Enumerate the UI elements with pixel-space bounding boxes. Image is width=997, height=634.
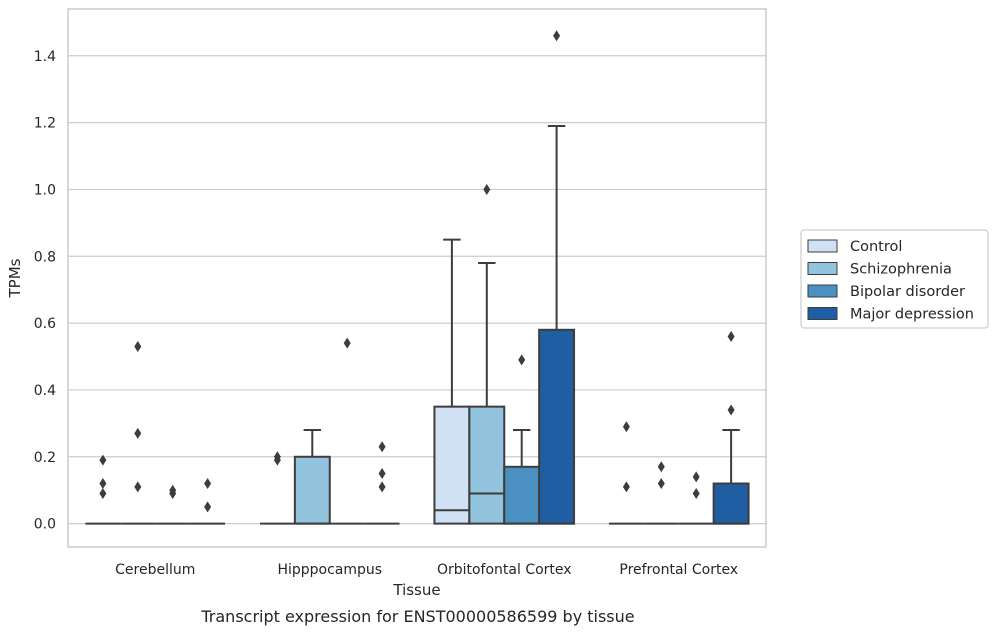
plot-boxes [85,30,750,525]
legend-entry: Major depression [850,307,974,323]
box-body [468,405,506,525]
box-2-2 [503,354,541,525]
legend-entry: Control [850,239,902,255]
outlier-point [727,330,735,342]
outlier-point [727,404,735,416]
box-body [712,482,750,525]
plot-frame [67,8,767,548]
outlier-point [204,501,212,513]
box-body [503,465,541,525]
y-tick-label: 0.0 [34,517,56,533]
y-tick-label: 0.6 [34,316,56,332]
x-tick-label: Prefrontal Cortex [619,562,738,578]
y-tick-label: 1.0 [34,182,56,198]
box-1-0 [259,451,295,525]
outlier-point [99,488,107,500]
outlier-point [657,461,665,473]
box-0-2 [155,484,191,525]
outlier-point [518,354,526,366]
outlier-point [378,481,386,493]
outlier-point [134,341,142,353]
box-0-3 [190,478,226,525]
box-1-3 [364,441,400,525]
box-2-0 [433,238,471,525]
outlier-point [169,488,177,500]
box-3-1 [643,461,679,525]
y-tick-label: 1.4 [34,49,56,65]
legend-frame [800,229,989,329]
outlier-point [657,478,665,490]
legend: Control Schizophrenia Bipolar disorder Majo… [800,229,989,329]
legend-swatch [807,284,838,298]
x-axis-label: Tissue [392,581,440,599]
outlier-point [622,421,630,433]
outlier-point [692,488,700,500]
y-tick-label: 1.2 [34,116,56,132]
box-1-2 [329,337,365,525]
box-3-3 [712,330,750,525]
legend-swatch [807,239,838,253]
legend-entry: Schizophrenia [850,262,952,278]
box-2-1 [468,183,506,525]
y-axis-label: TPMs [6,258,24,298]
outlier-point [553,30,561,42]
outlier-point [134,427,142,439]
outlier-point [99,454,107,466]
y-axis-ticks: 0.0 0.2 0.4 0.6 0.8 1.0 1.2 1.4 [34,49,56,533]
outlier-point [134,481,142,493]
outlier-point [378,467,386,479]
legend-entry: Bipolar disorder [850,284,965,300]
x-tick-label: Orbitofontal Cortex [437,562,572,578]
outlier-point [692,471,700,483]
outlier-point [622,481,630,493]
x-tick-label: Hipppocampus [277,562,382,578]
outlier-point [273,454,281,466]
outlier-point [343,337,351,349]
chart-caption: Transcript expression for ENST0000058659… [200,607,634,626]
box-3-2 [678,471,714,525]
outlier-point [99,478,107,490]
x-axis-ticks: Cerebellum Hipppocampus Orbitofontal Corte… [115,562,738,578]
box-1-1 [293,429,331,525]
outlier-point [483,183,491,195]
box-body [433,405,471,525]
box-0-0 [85,454,121,525]
box-body [293,455,331,525]
x-tick-label: Cerebellum [115,562,195,578]
y-tick-label: 0.8 [34,249,56,265]
y-tick-label: 0.2 [34,450,56,466]
legend-swatch [807,262,838,275]
box-body [538,328,576,525]
gridlines [68,55,766,525]
box-3-0 [608,421,644,525]
y-tick-label: 0.4 [34,383,56,399]
legend-swatch [807,307,838,320]
box-0-1 [120,341,156,525]
outlier-point [378,441,386,453]
outlier-point [204,478,212,490]
box-2-3 [538,30,576,525]
